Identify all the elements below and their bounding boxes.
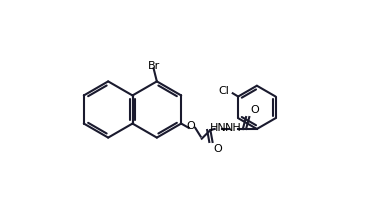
Text: NH: NH (225, 123, 241, 133)
Text: HN: HN (209, 123, 226, 133)
Text: Br: Br (147, 61, 160, 71)
Text: Cl: Cl (218, 86, 229, 96)
Text: O: O (214, 144, 222, 154)
Text: O: O (186, 121, 195, 131)
Text: O: O (250, 105, 259, 115)
